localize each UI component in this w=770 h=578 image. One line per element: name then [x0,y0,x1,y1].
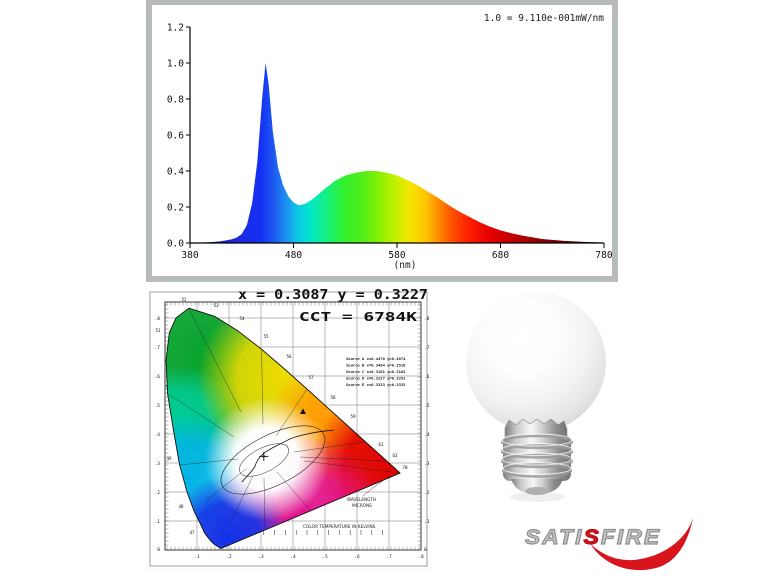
cie-y-tick-label-right: .7 [424,345,430,351]
cie-coordinates-text: x = 0.3087 y = 0.3227 [238,288,428,303]
wavelength-tick-label: 51 [155,328,161,333]
cie-y-tick-label: .2 [155,490,161,496]
x-axis-tick-label: 380 [181,250,198,261]
cie-x-tick-label: .1 [194,554,200,560]
y-axis-tick-label: 0.8 [167,95,184,106]
cie-y-tick-label-right: .5 [424,403,430,409]
cie-x-tick-label: .2 [226,554,232,560]
cie-y-tick-label: .1 [155,519,161,525]
y-axis-tick-label: 0.0 [167,239,184,250]
planckian-locus [241,429,334,483]
spectral-locus-outline [165,307,401,550]
cie-x-tick-label: .8 [418,554,424,560]
white-region-outer-ellipse [220,425,326,495]
wavelength-tick-label: 58 [330,395,336,400]
wavelength-tick-label: 56 [286,354,292,359]
wavelength-tick-label: 59 [350,414,356,419]
spectrum-chart: 380 480 580 680 780 1.2 1.0 0.8 0.6 0.4 0.2 0.0 1.0… [167,13,612,271]
legend-line: Source A x=0.4476 y=0.4074 [346,356,406,361]
cie-diagram-panel: GreenYellowish GreenGreenish YellowYello… [145,288,432,572]
cie-y-tick-label: .3 [155,461,161,467]
wavelength-tick-label: 57 [308,375,314,380]
x-axis-tick-label: 580 [388,250,405,261]
measured-point-marker [259,451,269,461]
spectrum-axis-labels: 380 480 580 680 780 1.2 1.0 0.8 0.6 0.4 0.2 0.0 [167,23,612,262]
cie-x-tick-label: .6 [354,554,360,560]
cie-y-tick-label: 0 [157,547,160,553]
wavelength-tick-label: 61 [378,442,384,447]
cie-y-tick-label: .8 [155,316,161,322]
wavelength-tick-label: 54 [239,316,245,321]
cie-x-tick-label: .4 [290,554,296,560]
bulb-globe [466,292,606,432]
cie-x-tick-label: .3 [258,554,264,560]
wavelength-tick-label: 47 [189,530,195,535]
legend-line: Source D x=0.3127 y=0.3291 [346,376,406,381]
logo-text-suffix: FIRE [600,525,662,549]
triangle-marker [300,408,306,414]
cie-x-tick-label: .7 [386,554,392,560]
bulb-shadow [509,492,565,502]
cie-y-tick-label-right: .4 [424,432,430,438]
legend-line: Source E x=0.3333 y=0.3333 [346,382,406,387]
cie-y-tick-label-right: .2 [424,490,430,496]
cie-y-tick-label-right: .8 [424,316,430,322]
bulb-collar [504,418,568,438]
cie-y-tick-label-right: 0 [424,547,427,553]
cie-y-tick-label-right: .6 [424,374,430,380]
logo-text-prefix: SATI [524,525,584,549]
bulb-contact-foot [525,487,549,495]
x-axis-tick-label: 780 [595,250,612,261]
cie-y-tick-label: .7 [155,345,161,351]
led-bulb-photo [448,290,633,505]
legend-line: Source B x=0.3484 y=0.3516 [346,363,406,368]
satisfire-logo: SATISFIRE [505,500,723,576]
spectrum-x-axis-unit: (nm) [394,260,417,271]
wavelength-microns-label-1: WAVELENGTH [347,497,376,502]
logo-text-accent: S [583,525,601,549]
spectrum-chart-panel: 380 480 580 680 780 1.2 1.0 0.8 0.6 0.4 0.2 0.0 1.0… [146,0,618,282]
wavelength-tick-label: 48 [178,504,184,509]
x-axis-tick-label: 480 [285,250,302,261]
legend-line: Source C x=0.3101 y=0.3162 [346,369,405,374]
spectrum-scale-annotation: 1.0 = 9.110e-001mW/nm [484,13,604,24]
bulb-screw-base [500,433,574,495]
logo-wordmark: SATISFIRE [524,525,662,550]
y-axis-tick-label: 0.4 [167,167,184,178]
cie-y-tick-label: .6 [155,374,161,380]
wavelength-tick-label: 49 [166,456,172,461]
wavelength-arrow [362,474,392,497]
wavelength-tick-label: 52 [181,297,187,302]
color-temperature-axis-label: COLOR TEMPERATURE IN KELVINS [303,524,376,530]
wavelength-tick-label: 70 [402,465,408,470]
cie-y-tick-label-right: .3 [424,461,430,467]
cie-y-tick-label: .4 [155,432,161,438]
y-axis-tick-label: 0.6 [167,131,184,142]
cie-cct-text: CCT = 6784K [299,309,418,324]
spectrum-curve [190,63,604,243]
cie-chromaticity-diagram: GreenYellowish GreenGreenish YellowYello… [149,288,430,567]
white-region-inner-ellipse [239,443,289,477]
y-axis-tick-label: 0.2 [167,203,184,214]
cie-y-tick-label-right: .1 [424,519,430,525]
wavelength-tick-label: 55 [263,334,269,339]
wavelength-tick-label: 63 [392,453,398,458]
wavelength-tick-label: 53 [213,303,219,308]
cie-region-boundaries [167,308,401,529]
led-bulb-drawing [466,292,606,502]
x-axis-tick-label: 680 [492,250,509,261]
cie-y-tick-label: .5 [155,403,161,409]
y-axis-tick-label: 1.2 [167,23,184,34]
y-axis-tick-label: 1.0 [167,59,184,70]
logo-swoosh-icon [590,518,693,571]
cie-plot-border [164,301,422,551]
cie-x-tick-label: .5 [322,554,328,560]
wavelength-microns-label-2: MICRONS [352,503,372,508]
